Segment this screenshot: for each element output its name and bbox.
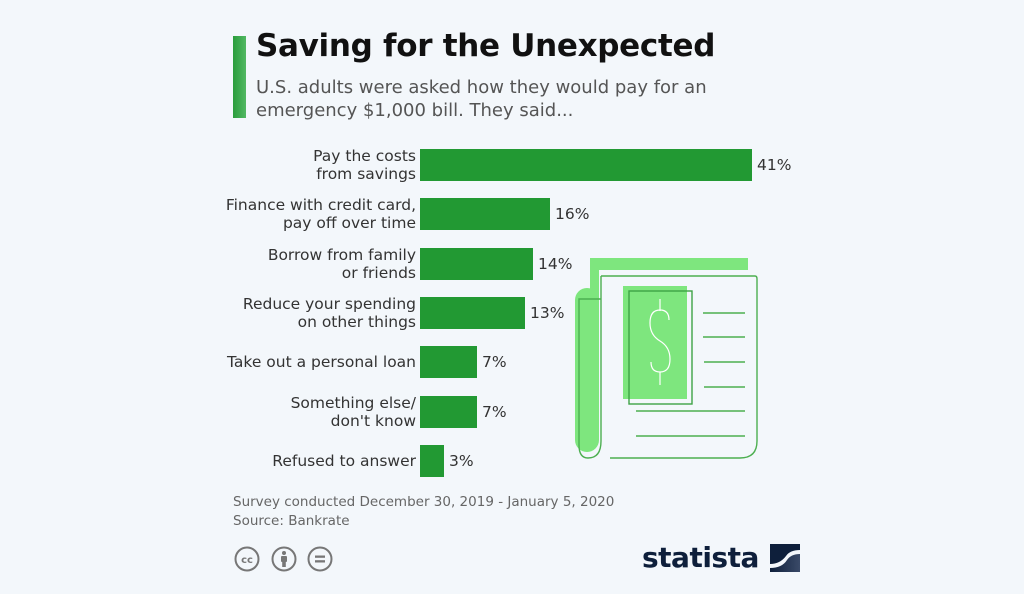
value-label: 13% (530, 303, 565, 322)
value-label: 3% (449, 451, 474, 470)
category-label: Pay the costs from savings (313, 147, 416, 183)
chart-subtitle: U.S. adults were asked how they would pa… (256, 77, 707, 121)
bar (420, 444, 444, 477)
category-label-line: pay off over time (282, 214, 416, 233)
category-label-line: or friends (341, 263, 416, 282)
category-label: Take out a personal loan (227, 353, 416, 371)
category-label: Borrow from family or friends (268, 246, 416, 282)
category-label-line: Refused to answer (272, 451, 416, 470)
bar (420, 247, 533, 280)
statista-logo-mark-icon (769, 543, 800, 572)
category-label-line: Pay the costs (313, 147, 416, 165)
no-derivatives-icon (307, 546, 333, 572)
svg-text:cc: cc (241, 555, 253, 566)
attribution-icon (271, 546, 297, 572)
value-label: 41% (757, 156, 792, 174)
chart-title: Saving for the Unexpected (256, 28, 716, 64)
statista-logo: statista (642, 541, 800, 574)
cc-icon: cc (234, 546, 260, 572)
value-label: 14% (538, 254, 573, 273)
category-label-line: don't know (330, 411, 416, 430)
brand-name: statista (642, 541, 759, 574)
bar (420, 346, 477, 379)
category-label-line: from savings (316, 165, 416, 183)
category-label-line: Reduce your spending (242, 294, 416, 313)
category-label-line: on other things (297, 312, 416, 331)
category-label: Something else/don't know (291, 394, 416, 430)
bar (420, 395, 477, 428)
bar (420, 149, 752, 181)
value-label: 16% (555, 205, 590, 224)
category-label-line: Something else/ (290, 393, 416, 412)
category-label: Finance with credit card, pay off over ti… (226, 196, 416, 232)
category-label-line: Finance with credit card, (225, 196, 416, 215)
category-label-line: Take out a personal loan (227, 353, 416, 372)
newspaper-dollar-icon (575, 258, 758, 459)
source-note: Source: Bankrate (233, 513, 350, 529)
category-label-line: Borrow from family (267, 245, 416, 264)
survey-note: Survey conducted December 30, 2019 - Jan… (233, 494, 615, 510)
category-label: Refused to answer (272, 452, 416, 470)
bar (420, 198, 550, 231)
value-label: 7% (482, 353, 507, 372)
category-label: Reduce your spending on other things (243, 295, 416, 331)
value-label: 7% (482, 402, 507, 421)
bar (420, 296, 525, 329)
title-accent-bar (233, 36, 246, 118)
chart-footer: Survey conducted December 30, 2019 - Jan… (233, 493, 614, 531)
